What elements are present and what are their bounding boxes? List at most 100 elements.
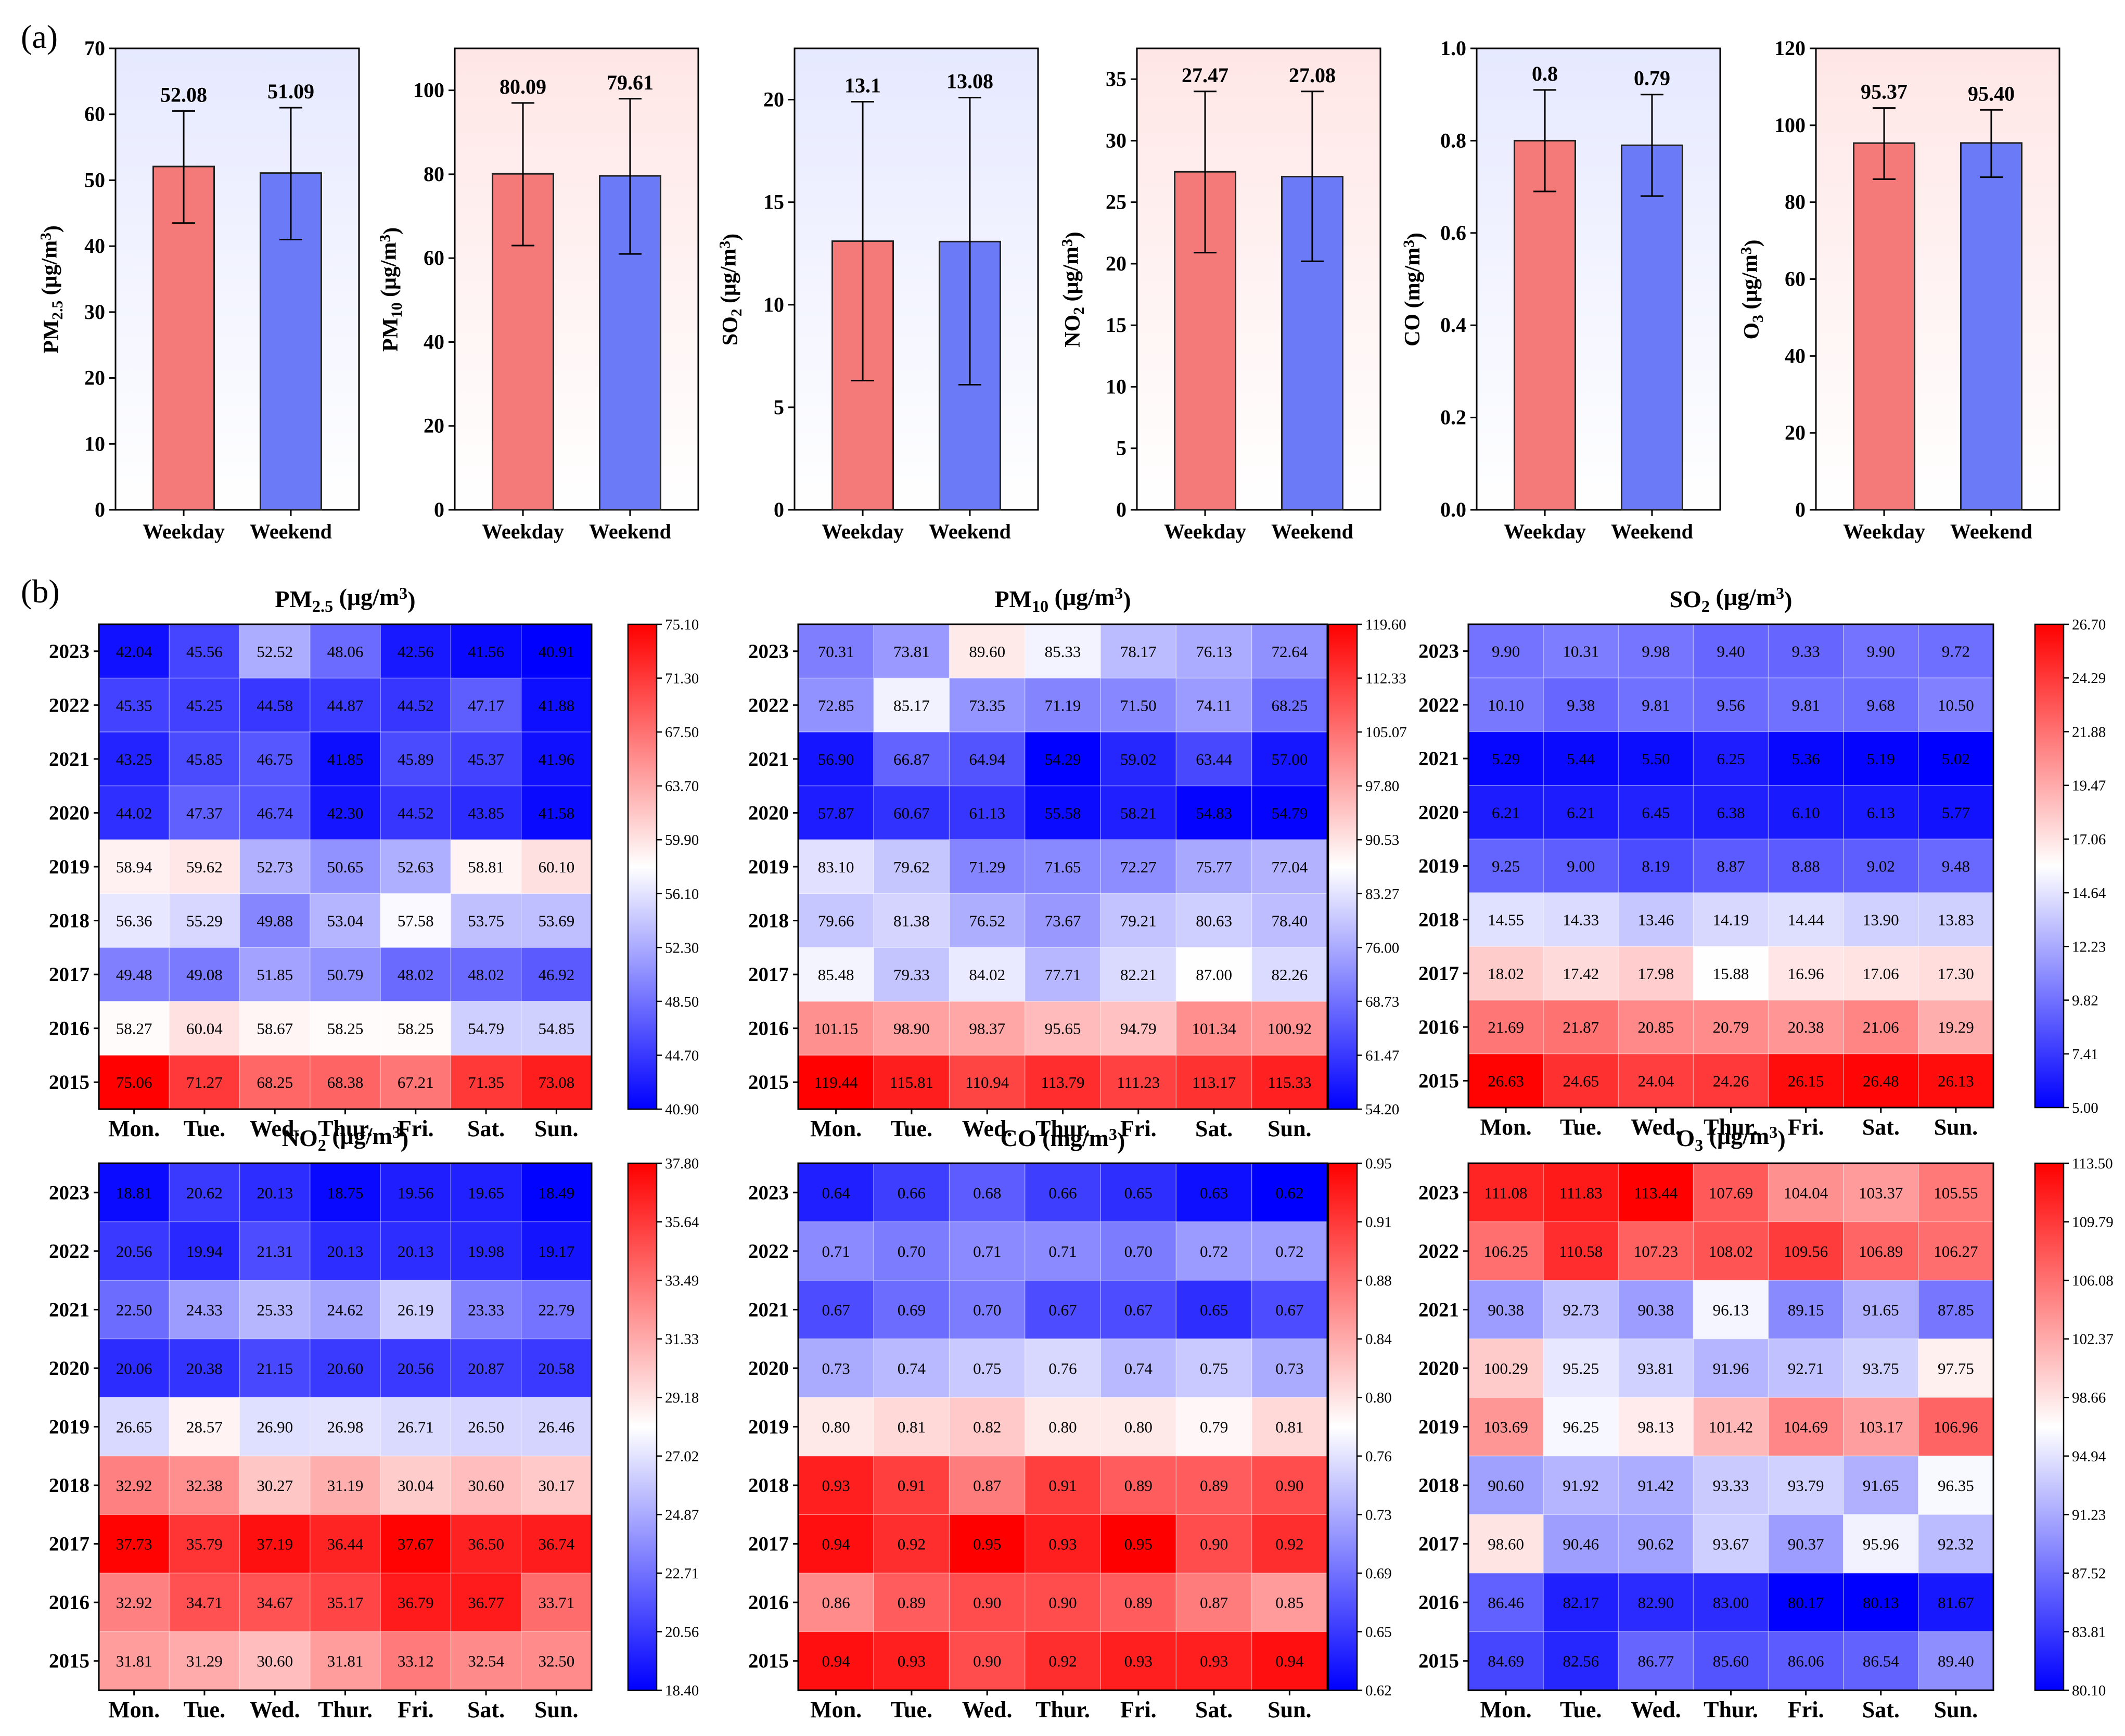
year-label: 2015	[49, 1650, 89, 1673]
year-label: 2017	[49, 1533, 89, 1555]
heatmap-cell	[310, 1456, 381, 1515]
heatmap-cell-value: 21.06	[1863, 1018, 1899, 1036]
heatmap-cell-value: 93.81	[1637, 1359, 1674, 1378]
heatmap-cell	[1618, 677, 1694, 732]
heatmap-cell-value: 60.10	[538, 858, 574, 876]
heatmap-cell-value: 111.23	[1117, 1073, 1160, 1091]
y-tick-label: 40	[424, 330, 444, 353]
weekday-label: Tue.	[891, 1697, 932, 1722]
heatmap-cell	[1100, 839, 1177, 894]
heatmap-cell-value: 95.96	[1863, 1535, 1899, 1553]
y-tick-label: 30	[84, 300, 105, 324]
heatmap-cell-value: 106.25	[1483, 1242, 1528, 1261]
heatmap-cell	[450, 677, 522, 732]
colorbar-tick-label: 106.08	[2072, 1272, 2114, 1289]
weekday-label: Fri.	[1120, 1116, 1157, 1141]
heatmap-cell	[450, 1280, 522, 1340]
weekday-label: Thur.	[318, 1116, 373, 1141]
heatmap-cell	[1025, 1573, 1101, 1632]
heatmap-cell	[520, 1338, 592, 1398]
year-label: 2022	[49, 694, 89, 716]
heatmap-cell-value: 115.33	[1268, 1073, 1311, 1091]
heatmap-cell-value: 91.65	[1863, 1301, 1899, 1319]
heatmap-cell	[1100, 947, 1177, 1002]
heatmap-cell	[1025, 1280, 1101, 1340]
heatmap-cell	[1100, 1221, 1177, 1281]
year-label: 2015	[1418, 1650, 1459, 1673]
heatmap-cell	[450, 1397, 522, 1457]
heatmap-cell-value: 0.89	[1124, 1593, 1153, 1612]
year-label: 2018	[1418, 1474, 1459, 1497]
colorbar-tick-label: 29.18	[665, 1390, 699, 1406]
heatmap-cell-value: 21.31	[257, 1242, 293, 1261]
heatmap-cell-value: 30.17	[538, 1476, 574, 1495]
heatmap-cell-value: 0.95	[1124, 1535, 1153, 1553]
heatmap-cell-value: 31.29	[186, 1652, 223, 1670]
year-label: 2016	[748, 1018, 789, 1040]
heatmap-cell-value: 10.31	[1563, 642, 1599, 661]
heatmap-cell	[169, 1456, 240, 1515]
heatmap-cell	[169, 893, 240, 948]
heatmap-cell-value: 5.02	[1942, 750, 1970, 768]
y-tick-label: 0	[95, 498, 105, 521]
heatmap-cell	[873, 1280, 950, 1340]
heatmap-cell-value: 33.12	[398, 1652, 434, 1670]
heatmap-cell-value: 0.68	[973, 1184, 1001, 1202]
y-tick-label: 1.0	[1440, 36, 1466, 60]
heatmap-cell	[310, 1055, 381, 1110]
heatmap-cell-value: 26.71	[398, 1418, 434, 1436]
heatmap-cell	[1842, 1338, 1919, 1398]
x-tick-label: Weekend	[250, 520, 332, 543]
colorbar-tick-label: 102.37	[2072, 1331, 2114, 1348]
heatmap-cell-value: 72.64	[1271, 642, 1308, 661]
weekday-label: Sun.	[1268, 1116, 1311, 1141]
heatmap-cell-value: 60.04	[186, 1020, 223, 1038]
bar-value-label: 13.08	[946, 70, 993, 93]
bar-chart-5: 0.0 0.2 0.4 0.6 0.8 1.0 CO (mg/m3) 0.8 Weekday 0.…	[1401, 36, 1721, 543]
heatmap-cell-value: 113.79	[1041, 1073, 1084, 1091]
weekday-label: Fri.	[398, 1697, 434, 1722]
heatmap-4: 18.81 20.62 20.13 18.75 19.56 19.65 18.49 20.56…	[49, 1123, 699, 1722]
heatmap-cell-value: 105.55	[1934, 1184, 1978, 1202]
heatmap-cell	[1842, 677, 1919, 732]
heatmap-cell-value: 91.92	[1563, 1476, 1599, 1495]
y-axis-title: SO2 (μg/m3)	[716, 234, 745, 345]
heatmap-cell-value: 46.92	[538, 966, 574, 984]
heatmap-cell-value: 9.02	[1867, 857, 1895, 876]
heatmap-cell-value: 77.04	[1271, 858, 1308, 876]
year-label: 2023	[748, 1181, 789, 1204]
heatmap-cell-value: 44.52	[398, 696, 434, 714]
heatmap-cell-value: 100.92	[1268, 1020, 1312, 1038]
heatmap-cell-value: 5.77	[1942, 803, 1970, 821]
colorbar-tick-label: 76.00	[1365, 940, 1399, 956]
year-label: 2016	[49, 1018, 89, 1040]
heatmap-cell	[1175, 624, 1252, 679]
heatmap-cell	[380, 1631, 452, 1691]
y-tick-label: 0	[1795, 498, 1806, 521]
heatmap-cell	[1768, 1221, 1844, 1281]
heatmap-cell	[1618, 1631, 1694, 1691]
colorbar-tick-label: 24.87	[665, 1507, 699, 1523]
y-tick-label: 0	[774, 498, 784, 521]
heatmap-cell	[1768, 1631, 1844, 1691]
heatmap-cell	[98, 1631, 170, 1691]
heatmap-cell	[450, 1163, 522, 1223]
heatmap-cell-value: 45.37	[468, 750, 504, 768]
x-tick-label: Weekday	[1504, 520, 1586, 543]
heatmap-cell-value: 9.40	[1717, 642, 1745, 661]
heatmap-cell-value: 0.90	[1200, 1535, 1228, 1553]
heatmap-cell-value: 75.77	[1196, 858, 1232, 876]
heatmap-cell-value: 106.96	[1934, 1418, 1978, 1436]
colorbar-tick-label: 54.20	[1365, 1101, 1399, 1118]
heatmap-cell	[1618, 785, 1694, 840]
heatmap-cell	[873, 947, 950, 1002]
heatmap-cell	[873, 624, 950, 679]
heatmap-cell	[1693, 677, 1769, 732]
weekday-label: Mon.	[108, 1116, 160, 1141]
heatmaps: 42.04 45.56 52.52 48.06 42.56 41.56 40.91 45.35…	[49, 584, 2114, 1722]
year-label: 2022	[748, 1240, 789, 1263]
year-label: 2020	[1418, 1357, 1459, 1380]
year-label: 2019	[49, 856, 89, 878]
heatmap-cell-value: 20.06	[116, 1359, 152, 1378]
heatmap-cell-value: 20.58	[538, 1359, 574, 1378]
